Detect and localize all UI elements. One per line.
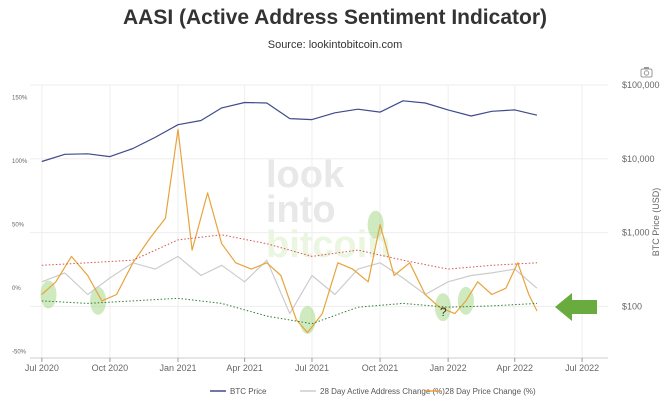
chart-subtitle: Source: lookintobitcoin.com xyxy=(267,39,403,51)
annotations: ? xyxy=(440,293,597,321)
watermark: lookintobitcoin xyxy=(266,154,391,266)
right-tick-label: $100 xyxy=(622,301,642,311)
left-tick-label: 50% xyxy=(12,223,25,229)
legend-item[interactable]: 28 Day Active Address Change (%) xyxy=(320,387,445,396)
right-axis: $100,000 $10,000 $1,000 $100 BTC Price (USD) xyxy=(622,80,661,311)
watermark-word: look xyxy=(266,154,345,196)
highlight-circle xyxy=(367,210,384,239)
x-tick-label: Oct 2021 xyxy=(362,363,399,373)
legend-item[interactable]: 28 Day Price Change (%) xyxy=(445,387,536,396)
highlight-circle xyxy=(299,305,316,334)
btc-price-line xyxy=(41,100,538,163)
legend-item[interactable]: BTC Price xyxy=(230,387,267,396)
x-tick-label: Jul 2020 xyxy=(25,363,59,373)
series-layer xyxy=(41,100,538,334)
right-tick-label: $10,000 xyxy=(622,154,655,164)
x-tick-label: Apr 2021 xyxy=(226,363,263,373)
right-tick-label: $100,000 xyxy=(622,80,660,90)
left-tick-label: 0% xyxy=(12,286,21,292)
x-tick-label: Apr 2022 xyxy=(496,363,533,373)
right-axis-label: BTC Price (USD) xyxy=(651,188,661,257)
x-axis: Jul 2020 Oct 2020 Jan 2021 Apr 2021 Jul 2021… xyxy=(25,358,599,373)
highlight-circle xyxy=(90,286,107,315)
left-tick-label: -50% xyxy=(12,350,27,356)
camera-icon[interactable] xyxy=(640,67,653,78)
grid xyxy=(30,84,608,359)
left-axis: 150% 100% 50% 0% -50% xyxy=(12,96,28,356)
x-tick-label: Jul 2021 xyxy=(295,363,329,373)
highlight-circles xyxy=(40,210,474,334)
x-tick-label: Jan 2021 xyxy=(159,363,196,373)
watermark-word: into xyxy=(266,189,336,231)
address-change-line xyxy=(41,255,538,315)
question-mark-annotation: ? xyxy=(440,305,447,319)
left-tick-label: 100% xyxy=(12,159,28,165)
x-tick-label: Oct 2020 xyxy=(92,363,129,373)
price-change-line xyxy=(41,128,538,334)
arrow-icon xyxy=(555,293,597,321)
legend[interactable]: BTC Price 28 Day Active Address Change (%… xyxy=(210,387,536,396)
chart-title: AASI (Active Address Sentiment Indicator… xyxy=(123,6,547,29)
left-tick-label: 150% xyxy=(12,96,28,102)
x-tick-label: Jan 2022 xyxy=(430,363,467,373)
right-tick-label: $1,000 xyxy=(622,228,650,238)
highlight-circle xyxy=(40,280,57,309)
x-tick-label: Jul 2022 xyxy=(565,363,599,373)
